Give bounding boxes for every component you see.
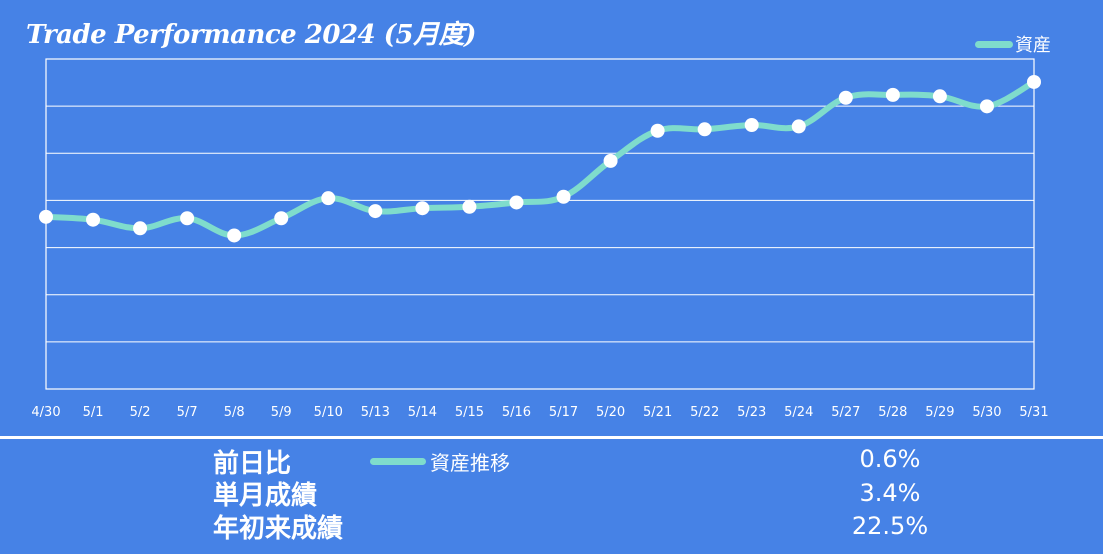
data-point-5-27 — [838, 90, 853, 105]
x-tick-label: 5/23 — [737, 405, 766, 420]
x-tick-label: 4/30 — [31, 405, 60, 420]
data-point-5-29 — [932, 89, 947, 104]
x-tick-label: 5/1 — [83, 405, 104, 420]
line-chart: 4/30 5/1 5/2 5/7 5/8 5/9 5/10 5/13 5/14 5/15 5/16 5… — [31, 58, 1049, 420]
data-point-5-10 — [321, 191, 336, 206]
x-tick-label: 5/27 — [831, 405, 860, 420]
x-tick-label: 5/14 — [408, 405, 437, 420]
data-point-5-24 — [791, 119, 806, 134]
data-point-4-30 — [39, 209, 53, 224]
data-point-5-9 — [274, 211, 289, 226]
data-point-5-17 — [556, 189, 571, 204]
x-tick-label: 5/8 — [224, 405, 245, 420]
chart-legend: 資産 — [975, 31, 1051, 57]
data-point-5-21 — [650, 123, 665, 138]
data-point-5-23 — [744, 118, 759, 132]
x-tick-label: 5/31 — [1019, 405, 1048, 420]
summary-legend: 資産推移 — [370, 447, 510, 476]
x-tick-label: 5/7 — [177, 405, 198, 420]
x-tick-label: 5/10 — [314, 405, 343, 420]
x-tick-label: 5/2 — [130, 405, 151, 420]
data-point-5-7 — [180, 211, 195, 226]
data-point-5-22 — [697, 122, 712, 137]
series-line-assets — [43, 78, 1037, 239]
data-point-5-16 — [509, 195, 524, 210]
legend-label: 資産 — [1015, 35, 1051, 56]
daily-change-value: 0.6% — [859, 445, 921, 473]
monthly-result-label: 単月成績 — [213, 481, 318, 511]
data-point-5-2 — [133, 221, 148, 236]
x-tick-label: 5/15 — [455, 405, 484, 420]
plot-frame — [45, 58, 1035, 390]
summary-legend-swatch — [370, 458, 426, 465]
section-divider — [0, 436, 1103, 439]
data-point-5-28 — [885, 87, 900, 102]
daily-change-label: 前日比 — [213, 449, 292, 479]
data-point-5-14 — [415, 201, 430, 216]
ytd-result-value: 22.5% — [851, 512, 929, 540]
x-tick-label: 5/28 — [878, 405, 907, 420]
chart-title: Trade Performance 2024 (5月度) — [26, 20, 476, 50]
x-tick-label: 5/22 — [690, 405, 719, 420]
data-point-5-31 — [1027, 74, 1041, 89]
x-tick-label: 5/24 — [784, 405, 813, 420]
data-point-5-20 — [603, 153, 618, 168]
x-tick-label: 5/13 — [361, 405, 390, 420]
data-point-5-30 — [979, 99, 994, 114]
x-tick-label: 5/21 — [643, 405, 672, 420]
data-point-5-15 — [462, 199, 477, 214]
monthly-result-value: 3.4% — [859, 479, 921, 507]
x-tick-label: 5/30 — [972, 405, 1001, 420]
x-tick-label: 5/29 — [925, 405, 954, 420]
data-point-5-13 — [368, 204, 383, 219]
x-tick-label: 5/16 — [502, 405, 531, 420]
data-point-5-8 — [227, 228, 242, 243]
x-tick-label: 5/9 — [271, 405, 292, 420]
x-tick-label: 5/17 — [549, 405, 578, 420]
legend-line-swatch — [975, 40, 1013, 48]
ytd-result-label: 年初来成績 — [213, 514, 344, 544]
summary-legend-label: 資産推移 — [430, 451, 510, 475]
data-point-5-1 — [86, 212, 101, 227]
x-tick-label: 5/20 — [596, 405, 625, 420]
